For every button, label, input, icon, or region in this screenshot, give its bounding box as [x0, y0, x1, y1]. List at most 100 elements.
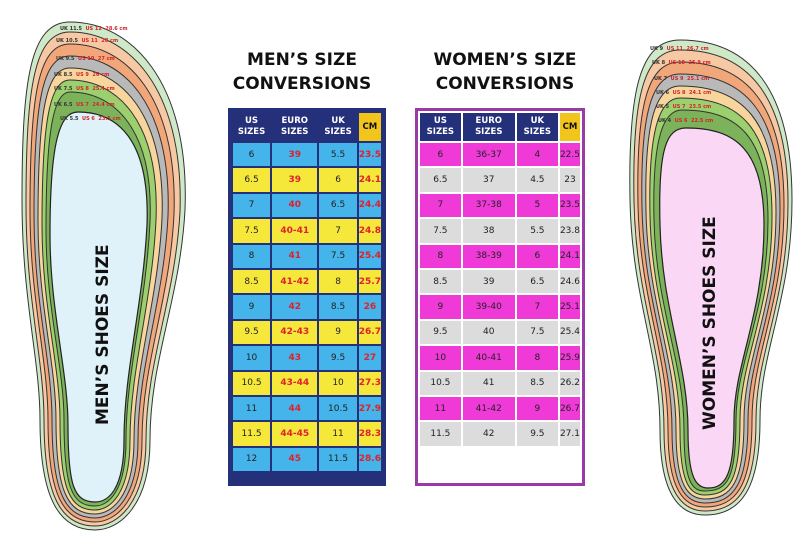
men-insole-label-5: UK 7.5 US 8 25.4 cm	[54, 86, 115, 92]
men-cell-cm: 24.4	[358, 193, 381, 218]
men-row: 8 41 7.5 25.4	[233, 244, 381, 268]
men-row: 8.5 41-42 8 25.7	[233, 269, 381, 294]
women-cell-us: 9.5	[420, 320, 461, 345]
women-insole-label-1: UK 9 US 11 26.7 cm	[650, 46, 709, 52]
women-cell-uk: 4	[516, 143, 558, 167]
men-cell-us: 11.5	[233, 422, 271, 446]
women-cell-uk: 8	[516, 346, 558, 370]
women-cell-cm: 23.8	[559, 219, 580, 243]
women-row: 6 36-37 4 22.5	[420, 143, 580, 167]
women-row: 8.5 39 6.5 24.6	[420, 269, 580, 294]
women-row: 8 38-39 6 24.1	[420, 244, 580, 268]
men-cell-uk: 7.5	[319, 244, 357, 268]
women-insole-inner	[659, 127, 765, 489]
women-cell-cm: 26.2	[559, 371, 580, 395]
women-header-cm: CM	[559, 113, 580, 141]
women-insole-label-4: UK 6 US 8 24.1 cm	[656, 90, 712, 96]
women-cell-us: 10.5	[420, 371, 461, 395]
women-title: WOMEN’S SIZE CONVERSIONS	[410, 48, 600, 96]
women-cell-euro: 41	[462, 371, 515, 395]
men-cell-uk: 11.5	[319, 447, 357, 472]
women-cell-us: 9	[420, 295, 461, 319]
men-cell-uk: 11	[319, 422, 357, 446]
women-insole-label-3: UK 7 US 9 25.1 cm	[654, 76, 710, 82]
men-title-line2: CONVERSIONS	[232, 74, 372, 94]
men-insole-layers	[21, 21, 186, 531]
men-insole-label-1: UK 11.5 US 12 28.6 cm	[60, 26, 128, 32]
women-table-header: US SIZES EURO SIZES UK SIZES CM	[420, 113, 580, 141]
women-cell-euro: 38	[462, 219, 515, 243]
women-row: 7.5 38 5.5 23.8	[420, 219, 580, 243]
women-insole-illustration	[629, 39, 793, 516]
women-cell-uk: 6	[516, 244, 558, 268]
women-cell-us: 6	[420, 143, 461, 167]
men-row: 6.5 39 6 24.1	[233, 168, 381, 192]
men-cell-uk: 6	[319, 168, 357, 192]
men-cell-euro: 41-42	[272, 269, 318, 294]
men-cell-euro: 44	[272, 396, 318, 421]
men-cell-uk: 5.5	[319, 143, 357, 167]
men-table-header: US SIZES EURO SIZES UK SIZES CM	[233, 113, 381, 141]
women-cell-uk: 9.5	[516, 422, 558, 446]
women-cell-cm: 22.5	[559, 143, 580, 167]
men-cell-cm: 28.3	[358, 422, 381, 446]
men-title-line1: MEN’S SIZE	[247, 50, 357, 70]
women-cell-us: 10	[420, 346, 461, 370]
men-cell-cm: 25.7	[358, 269, 381, 294]
men-size-table: US SIZES EURO SIZES UK SIZES CM 6 39 5.5 23…	[228, 108, 386, 486]
men-cell-cm: 27.9	[358, 396, 381, 421]
women-row: 10 40-41 8 25.9	[420, 346, 580, 370]
men-row: 6 39 5.5 23.5	[233, 143, 381, 167]
women-cell-us: 11.5	[420, 422, 461, 446]
women-cell-us: 7.5	[420, 219, 461, 243]
women-cell-euro: 39	[462, 269, 515, 294]
men-title: MEN’S SIZE CONVERSIONS	[222, 48, 382, 96]
women-cell-us: 8.5	[420, 269, 461, 294]
men-cell-us: 9	[233, 295, 271, 319]
men-row: 9.5 42-43 9 26.7	[233, 320, 381, 345]
men-cell-uk: 9.5	[319, 346, 357, 370]
men-cell-uk: 10	[319, 371, 357, 395]
women-row: 6.5 37 4.5 23	[420, 168, 580, 192]
men-cell-euro: 43	[272, 346, 318, 370]
women-cell-euro: 38-39	[462, 244, 515, 268]
women-row: 11 41-42 9 26.7	[420, 396, 580, 421]
men-cell-cm: 24.8	[358, 219, 381, 243]
men-cell-cm: 28.6	[358, 447, 381, 472]
men-header-euro: EURO SIZES	[272, 113, 318, 141]
women-title-line2: CONVERSIONS	[435, 74, 575, 94]
women-cell-cm: 24.6	[559, 269, 580, 294]
men-cell-euro: 44-45	[272, 422, 318, 446]
men-row: 9 42 8.5 26	[233, 295, 381, 319]
women-cell-euro: 37	[462, 168, 515, 192]
men-cell-uk: 8.5	[319, 295, 357, 319]
women-cell-uk: 5.5	[516, 219, 558, 243]
women-insole-layers	[629, 39, 793, 516]
men-cell-uk: 6.5	[319, 193, 357, 218]
men-cell-cm: 24.1	[358, 168, 381, 192]
women-cell-euro: 41-42	[462, 396, 515, 421]
men-row: 7.5 40-41 7 24.8	[233, 219, 381, 243]
men-row: 10 43 9.5 27	[233, 346, 381, 370]
men-cell-us: 6.5	[233, 168, 271, 192]
men-row: 11.5 44-45 11 28.3	[233, 422, 381, 446]
men-cell-us: 7	[233, 193, 271, 218]
women-row: 9 39-40 7 25.1	[420, 295, 580, 319]
women-cell-uk: 4.5	[516, 168, 558, 192]
men-cell-us: 9.5	[233, 320, 271, 345]
women-title-line1: WOMEN’S SIZE	[433, 50, 577, 70]
women-size-table: US SIZES EURO SIZES UK SIZES CM 6 36-37 4 2…	[415, 108, 585, 486]
men-row: 10.5 43-44 10 27.3	[233, 371, 381, 395]
men-cell-uk: 9	[319, 320, 357, 345]
men-cell-euro: 41	[272, 244, 318, 268]
men-cell-uk: 10.5	[319, 396, 357, 421]
men-cell-us: 11	[233, 396, 271, 421]
men-cell-cm: 26.7	[358, 320, 381, 345]
women-cell-cm: 24.1	[559, 244, 580, 268]
women-table: US SIZES EURO SIZES UK SIZES CM 6 36-37 4 2…	[418, 111, 582, 448]
men-insole-inner	[49, 111, 148, 503]
men-insole-label-6: UK 6.5 US 7 24.4 cm	[54, 102, 115, 108]
women-cell-uk: 7.5	[516, 320, 558, 345]
women-cell-us: 8	[420, 244, 461, 268]
men-cell-us: 10	[233, 346, 271, 370]
